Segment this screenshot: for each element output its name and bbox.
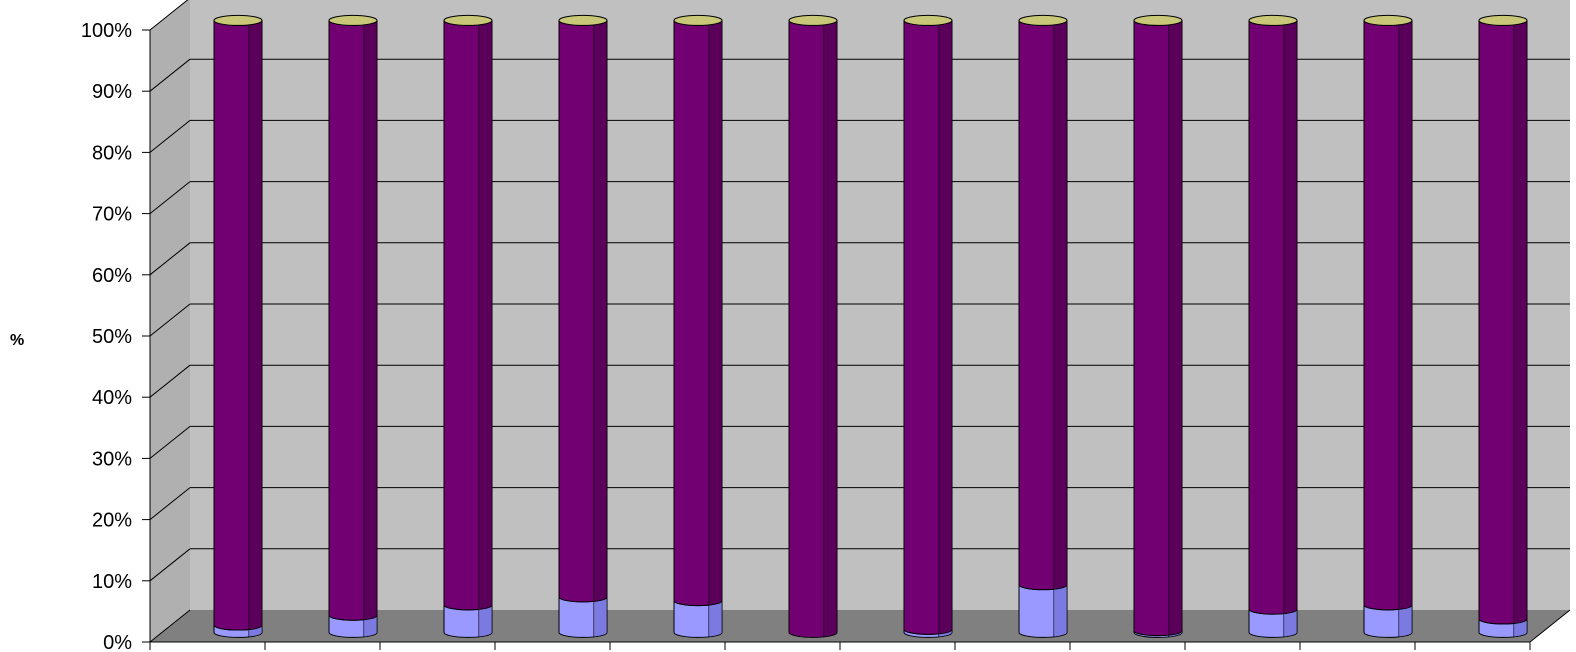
- y-tick-labels: 0% 10% 20% 30% 40% 50% 60% 70% 80% 90% 100%: [81, 20, 132, 652]
- y-tick-label: 80%: [92, 142, 132, 164]
- side-gridline: [149, 181, 191, 214]
- bar-segment-shade: [708, 600, 723, 638]
- bar-segment-shade: [708, 20, 723, 606]
- x-axis-depth: [1529, 609, 1571, 643]
- bar-stack: [1478, 14, 1528, 638]
- axes: [142, 29, 1571, 650]
- gridlines: [149, 0, 1570, 643]
- bar-segment-shade: [1283, 20, 1298, 614]
- y-tick-label: 0%: [103, 632, 132, 652]
- floor: [150, 610, 1570, 642]
- bar-segment-shade: [1513, 20, 1528, 624]
- bar-cap: [788, 14, 838, 26]
- bar-stack: [1133, 14, 1183, 638]
- y-tick-label: 20%: [92, 510, 132, 532]
- bar-stack: [558, 14, 608, 638]
- bar-segment-shade: [823, 20, 838, 638]
- y-tick-label: 70%: [92, 204, 132, 226]
- back-wall: [190, 0, 1570, 610]
- y-tick-label: 40%: [92, 387, 132, 409]
- side-gridline: [149, 120, 191, 153]
- bar-cap: [213, 14, 263, 26]
- bar-cap: [328, 14, 378, 26]
- side-gridline: [149, 364, 191, 398]
- side-gridline: [149, 58, 191, 92]
- bar-segment-shade: [938, 20, 953, 635]
- chart-walls: [150, 0, 1570, 642]
- y-tick-label: 60%: [92, 265, 132, 287]
- bar-cap: [1363, 14, 1413, 26]
- bar-stack: [443, 14, 493, 638]
- bar-segment-shade: [478, 604, 493, 638]
- side-gridline: [149, 303, 191, 337]
- bar-cap: [1248, 14, 1298, 26]
- bar-segment-shade: [363, 20, 378, 621]
- side-gridline: [149, 0, 189, 31]
- bar-segment-shade: [478, 20, 493, 610]
- bar-cap: [903, 14, 953, 26]
- side-gridline: [149, 426, 191, 459]
- side-gridline: [149, 609, 191, 643]
- bar-segment-shade: [593, 20, 608, 602]
- bar-stack: [1018, 14, 1068, 638]
- bar-cap: [673, 14, 723, 26]
- bar-stack: [213, 14, 263, 638]
- bar-cap: [1478, 14, 1528, 26]
- bar-segment-shade: [1398, 604, 1413, 638]
- bar-stack: [328, 14, 378, 638]
- y-tick-label: 30%: [92, 448, 132, 470]
- bar-stack: [1248, 14, 1298, 638]
- y-axis-label: %: [10, 332, 24, 349]
- bar-stack: [673, 14, 723, 638]
- bar-stack: [903, 14, 953, 638]
- bar-cap: [1133, 14, 1183, 26]
- bar-segment-shade: [248, 20, 263, 630]
- bar-stack: [1363, 14, 1413, 638]
- bar-stack: [788, 14, 838, 638]
- bar-cap: [443, 14, 493, 26]
- side-gridline: [149, 487, 191, 520]
- y-tick-label: 50%: [92, 326, 132, 348]
- bar-cap: [1018, 14, 1068, 26]
- y-tick-label: 10%: [92, 571, 132, 593]
- bars: [213, 14, 1528, 638]
- bar-segment-shade: [1168, 20, 1183, 636]
- bar-segment-shade: [1053, 584, 1068, 638]
- y-tick-label: 90%: [92, 81, 132, 103]
- side-wall: [150, 0, 190, 642]
- side-gridline: [149, 548, 191, 582]
- bar-cap: [558, 14, 608, 26]
- bar-segment-shade: [593, 596, 608, 638]
- side-gridline: [149, 242, 191, 276]
- bar-segment-shade: [1398, 20, 1413, 610]
- bar-segment-shade: [1053, 20, 1068, 590]
- y-tick-label: 100%: [81, 20, 132, 42]
